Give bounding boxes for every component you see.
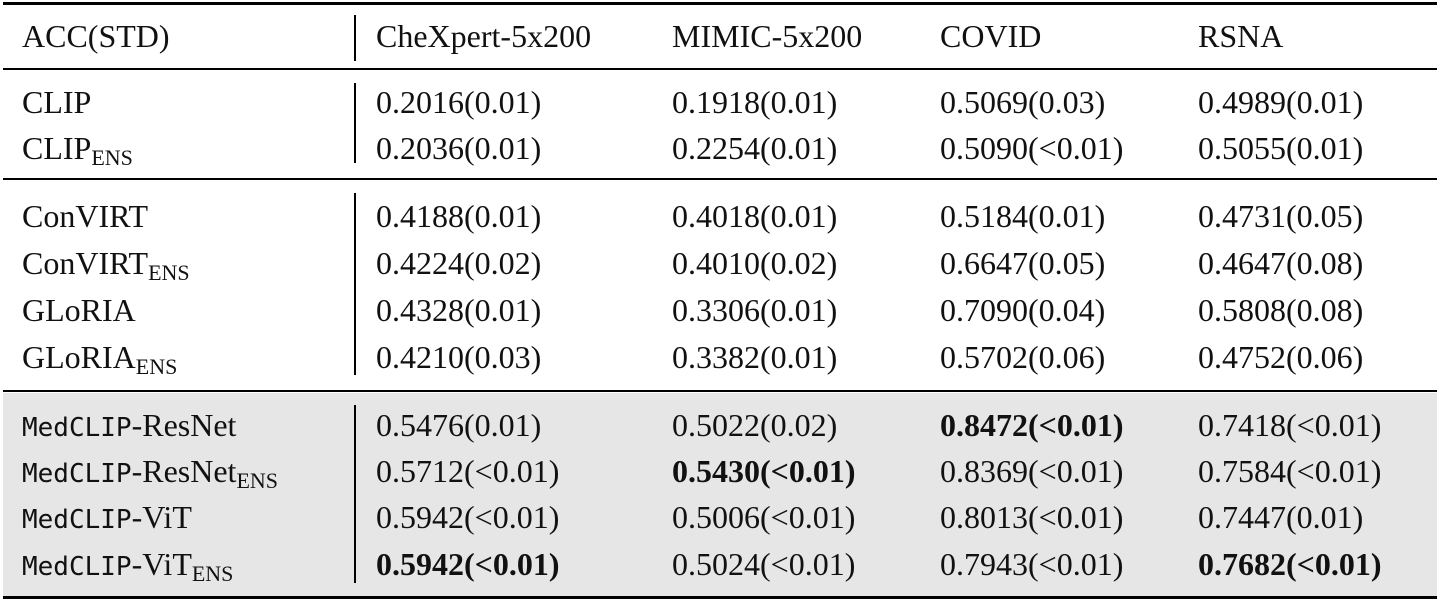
value-cell: 0.5702(0.06) <box>940 339 1106 375</box>
value-cell: 0.5942(<0.01) <box>376 546 560 582</box>
value-cell: 0.5712(<0.01) <box>376 453 560 489</box>
method-name: ConVIRT <box>22 198 149 234</box>
value-cell: 0.1918(0.01) <box>672 84 838 120</box>
method-cell: MedCLIP-ViT <box>22 497 192 537</box>
method-prefix: MedCLIP <box>22 552 132 582</box>
value-cell: 0.2016(0.01) <box>376 84 542 120</box>
method-subscript: ENS <box>135 354 178 379</box>
column-divider <box>354 83 356 163</box>
value-cell: 0.2254(0.01) <box>672 130 838 166</box>
value-cell: 0.7447(0.01) <box>1198 499 1364 535</box>
value-cell: 0.8472(<0.01) <box>940 407 1124 443</box>
value-cell: 0.5942(<0.01) <box>376 499 560 535</box>
value-cell: 0.4752(0.06) <box>1198 339 1364 375</box>
header-cell: CheXpert-5x200 <box>376 18 592 54</box>
value-cell: 0.7418(<0.01) <box>1198 407 1382 443</box>
method-prefix: MedCLIP <box>22 459 132 489</box>
rule <box>3 68 1437 70</box>
method-cell: MedCLIP-ResNet <box>22 405 236 445</box>
method-cell: ConVIRTENS <box>22 243 190 285</box>
method-cell: GLoRIA <box>22 290 136 330</box>
method-subscript: ENS <box>148 260 190 285</box>
value-cell: 0.5184(0.01) <box>940 198 1106 234</box>
method-prefix: MedCLIP <box>22 505 132 535</box>
value-cell: 0.5022(0.02) <box>672 407 838 443</box>
value-cell: 0.4224(0.02) <box>376 245 542 281</box>
value-cell: 0.2036(0.01) <box>376 130 542 166</box>
header-cell: COVID <box>940 18 1042 54</box>
method-prefix: MedCLIP <box>22 413 132 443</box>
value-cell: 0.6647(0.05) <box>940 245 1106 281</box>
method-cell: GLoRIAENS <box>22 337 178 379</box>
value-cell: 0.4647(0.08) <box>1198 245 1364 281</box>
method-cell: CLIPENS <box>22 128 133 170</box>
value-cell: 0.5024(<0.01) <box>672 546 856 582</box>
value-cell: 0.5430(<0.01) <box>672 453 856 489</box>
column-divider <box>354 193 356 375</box>
value-cell: 0.4989(0.01) <box>1198 84 1364 120</box>
value-cell: 0.7682(<0.01) <box>1198 546 1382 582</box>
value-cell: 0.3382(0.01) <box>672 339 838 375</box>
method-subscript: ENS <box>236 468 278 493</box>
method-cell: CLIP <box>22 82 91 122</box>
value-cell: 0.7090(0.04) <box>940 292 1106 328</box>
value-cell: 0.8369(<0.01) <box>940 453 1124 489</box>
method-name: GLoRIA <box>22 292 136 328</box>
rule <box>3 596 1437 599</box>
shaded-band <box>3 393 1437 598</box>
rule <box>3 390 1437 392</box>
value-cell: 0.5069(0.03) <box>940 84 1106 120</box>
rule <box>3 178 1437 180</box>
method-name: GLoRIA <box>22 339 136 375</box>
header-cell: RSNA <box>1198 18 1284 54</box>
value-cell: 0.5808(0.08) <box>1198 292 1364 328</box>
value-cell: 0.5476(0.01) <box>376 407 542 443</box>
method-subscript: ENS <box>191 561 234 586</box>
rule <box>3 2 1437 5</box>
method-name: -ViT <box>131 546 192 582</box>
header-cell: MIMIC-5x200 <box>672 18 863 54</box>
column-divider <box>354 405 356 583</box>
method-cell: ConVIRT <box>22 196 148 236</box>
header-cell: ACC(STD) <box>22 18 170 54</box>
method-name: CLIP <box>22 84 92 120</box>
value-cell: 0.4210(0.03) <box>376 339 542 375</box>
method-name: -ResNet <box>131 453 237 489</box>
method-cell: MedCLIP-ResNetENS <box>22 451 278 493</box>
value-cell: 0.3306(0.01) <box>672 292 838 328</box>
value-cell: 0.5090(<0.01) <box>940 130 1124 166</box>
column-divider <box>354 15 356 61</box>
value-cell: 0.5055(0.01) <box>1198 130 1364 166</box>
method-name: CLIP <box>22 130 92 166</box>
value-cell: 0.7943(<0.01) <box>940 546 1124 582</box>
value-cell: 0.4010(0.02) <box>672 245 838 281</box>
value-cell: 0.7584(<0.01) <box>1198 453 1382 489</box>
value-cell: 0.4188(0.01) <box>376 198 542 234</box>
method-name: -ResNet <box>131 407 237 443</box>
method-cell: MedCLIP-ViTENS <box>22 544 234 586</box>
value-cell: 0.5006(<0.01) <box>672 499 856 535</box>
value-cell: 0.4018(0.01) <box>672 198 838 234</box>
value-cell: 0.4731(0.05) <box>1198 198 1364 234</box>
method-name: -ViT <box>131 499 192 535</box>
value-cell: 0.4328(0.01) <box>376 292 542 328</box>
method-subscript: ENS <box>91 145 133 170</box>
method-name: ConVIRT <box>22 245 149 281</box>
value-cell: 0.8013(<0.01) <box>940 499 1124 535</box>
